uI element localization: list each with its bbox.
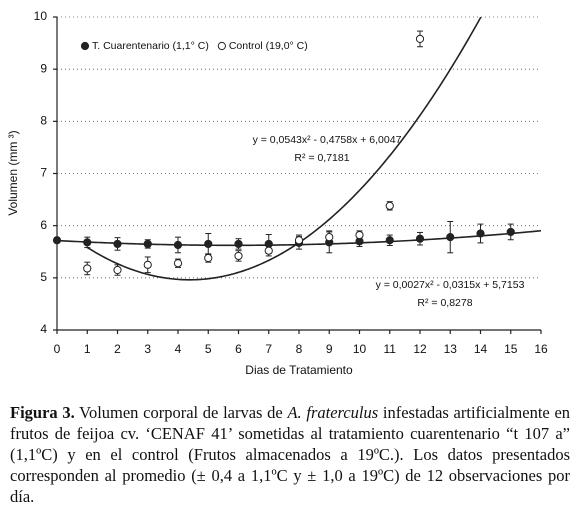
- x-tick-label: 10: [353, 342, 367, 356]
- y-tick-label: 8: [40, 114, 47, 128]
- x-tick-label: 7: [265, 342, 272, 356]
- x-tick-label: 9: [326, 342, 333, 356]
- caption: Figura 3. Volumen corporal de larvas de …: [10, 402, 570, 507]
- data-point: [113, 265, 122, 275]
- x-tick-label: 2: [114, 342, 121, 356]
- data-point: [204, 253, 213, 263]
- chart: Volumen (mm ³) Dias de Tratamiento 4 5 6 7 8…: [6, 9, 548, 377]
- caption-species: A. fraterculus: [287, 403, 379, 422]
- y-tick-label: 9: [40, 61, 47, 75]
- x-tick-label: 1: [84, 342, 91, 356]
- y-tick-label: 6: [40, 218, 47, 232]
- data-point: [83, 238, 92, 247]
- data-point: [506, 227, 515, 237]
- x-tick-label: 4: [175, 342, 182, 356]
- data-point: [173, 259, 183, 268]
- x-tick-label: 5: [205, 342, 212, 356]
- data-point: [143, 239, 152, 249]
- data-point: [204, 239, 213, 249]
- x-tick-label: 14: [474, 342, 488, 356]
- data-point: [355, 230, 364, 240]
- data-point: [294, 236, 304, 245]
- x-tick-label: 0: [54, 342, 61, 356]
- data-point: [325, 233, 334, 242]
- x-axis-title: Dias de Tratamiento: [245, 363, 353, 377]
- legend-marker: [80, 41, 90, 51]
- data-point: [173, 240, 183, 250]
- data-point: [234, 239, 243, 249]
- x-tick-label: 13: [444, 342, 458, 356]
- fit-r2: R² = 0,8278: [417, 297, 472, 309]
- x-tick-label: 3: [144, 342, 151, 356]
- y-tick-label: 7: [40, 166, 47, 180]
- data-point: [446, 233, 455, 242]
- x-tick-label: 16: [534, 342, 548, 356]
- fit-equation: y = 0,0543x² - 0,4758x + 6,0047: [253, 134, 402, 146]
- data-point: [113, 239, 122, 249]
- fit-r2: R² = 0,7181: [294, 152, 349, 164]
- data-point: [83, 264, 92, 273]
- legend-marker: [217, 41, 226, 51]
- y-tick-label: 4: [40, 322, 47, 336]
- caption-label: Figura 3.: [10, 403, 75, 422]
- data-point: [234, 251, 243, 261]
- data-point: [385, 201, 394, 210]
- caption-text: infestadas artificialmente en frutos de …: [10, 403, 571, 506]
- y-tick-label: 10: [34, 9, 48, 23]
- data-point: [415, 234, 425, 243]
- y-tick-label: 5: [40, 270, 47, 284]
- data-point: [264, 246, 273, 255]
- x-tick-label: 12: [413, 342, 427, 356]
- data-point: [385, 236, 394, 245]
- caption-text: Volumen corporal de larvas de: [74, 403, 288, 422]
- data-point: [476, 229, 485, 238]
- data-point: [52, 236, 62, 245]
- legend-label: T. Cuarentenario (1,1° C): [92, 40, 209, 52]
- x-tick-label: 11: [384, 342, 397, 356]
- x-tick-label: 15: [504, 342, 518, 356]
- data-point: [415, 34, 425, 44]
- fit-curve: [86, 17, 482, 281]
- fit-equation: y = 0,0027x² - 0,0315x + 5,7153: [376, 279, 525, 291]
- data-point: [143, 260, 152, 269]
- legend-label: Control (19,0° C): [229, 40, 308, 52]
- y-axis-title: Volumen (mm ³): [6, 130, 20, 215]
- x-tick-label: 6: [235, 342, 242, 356]
- x-tick-label: 8: [296, 342, 303, 356]
